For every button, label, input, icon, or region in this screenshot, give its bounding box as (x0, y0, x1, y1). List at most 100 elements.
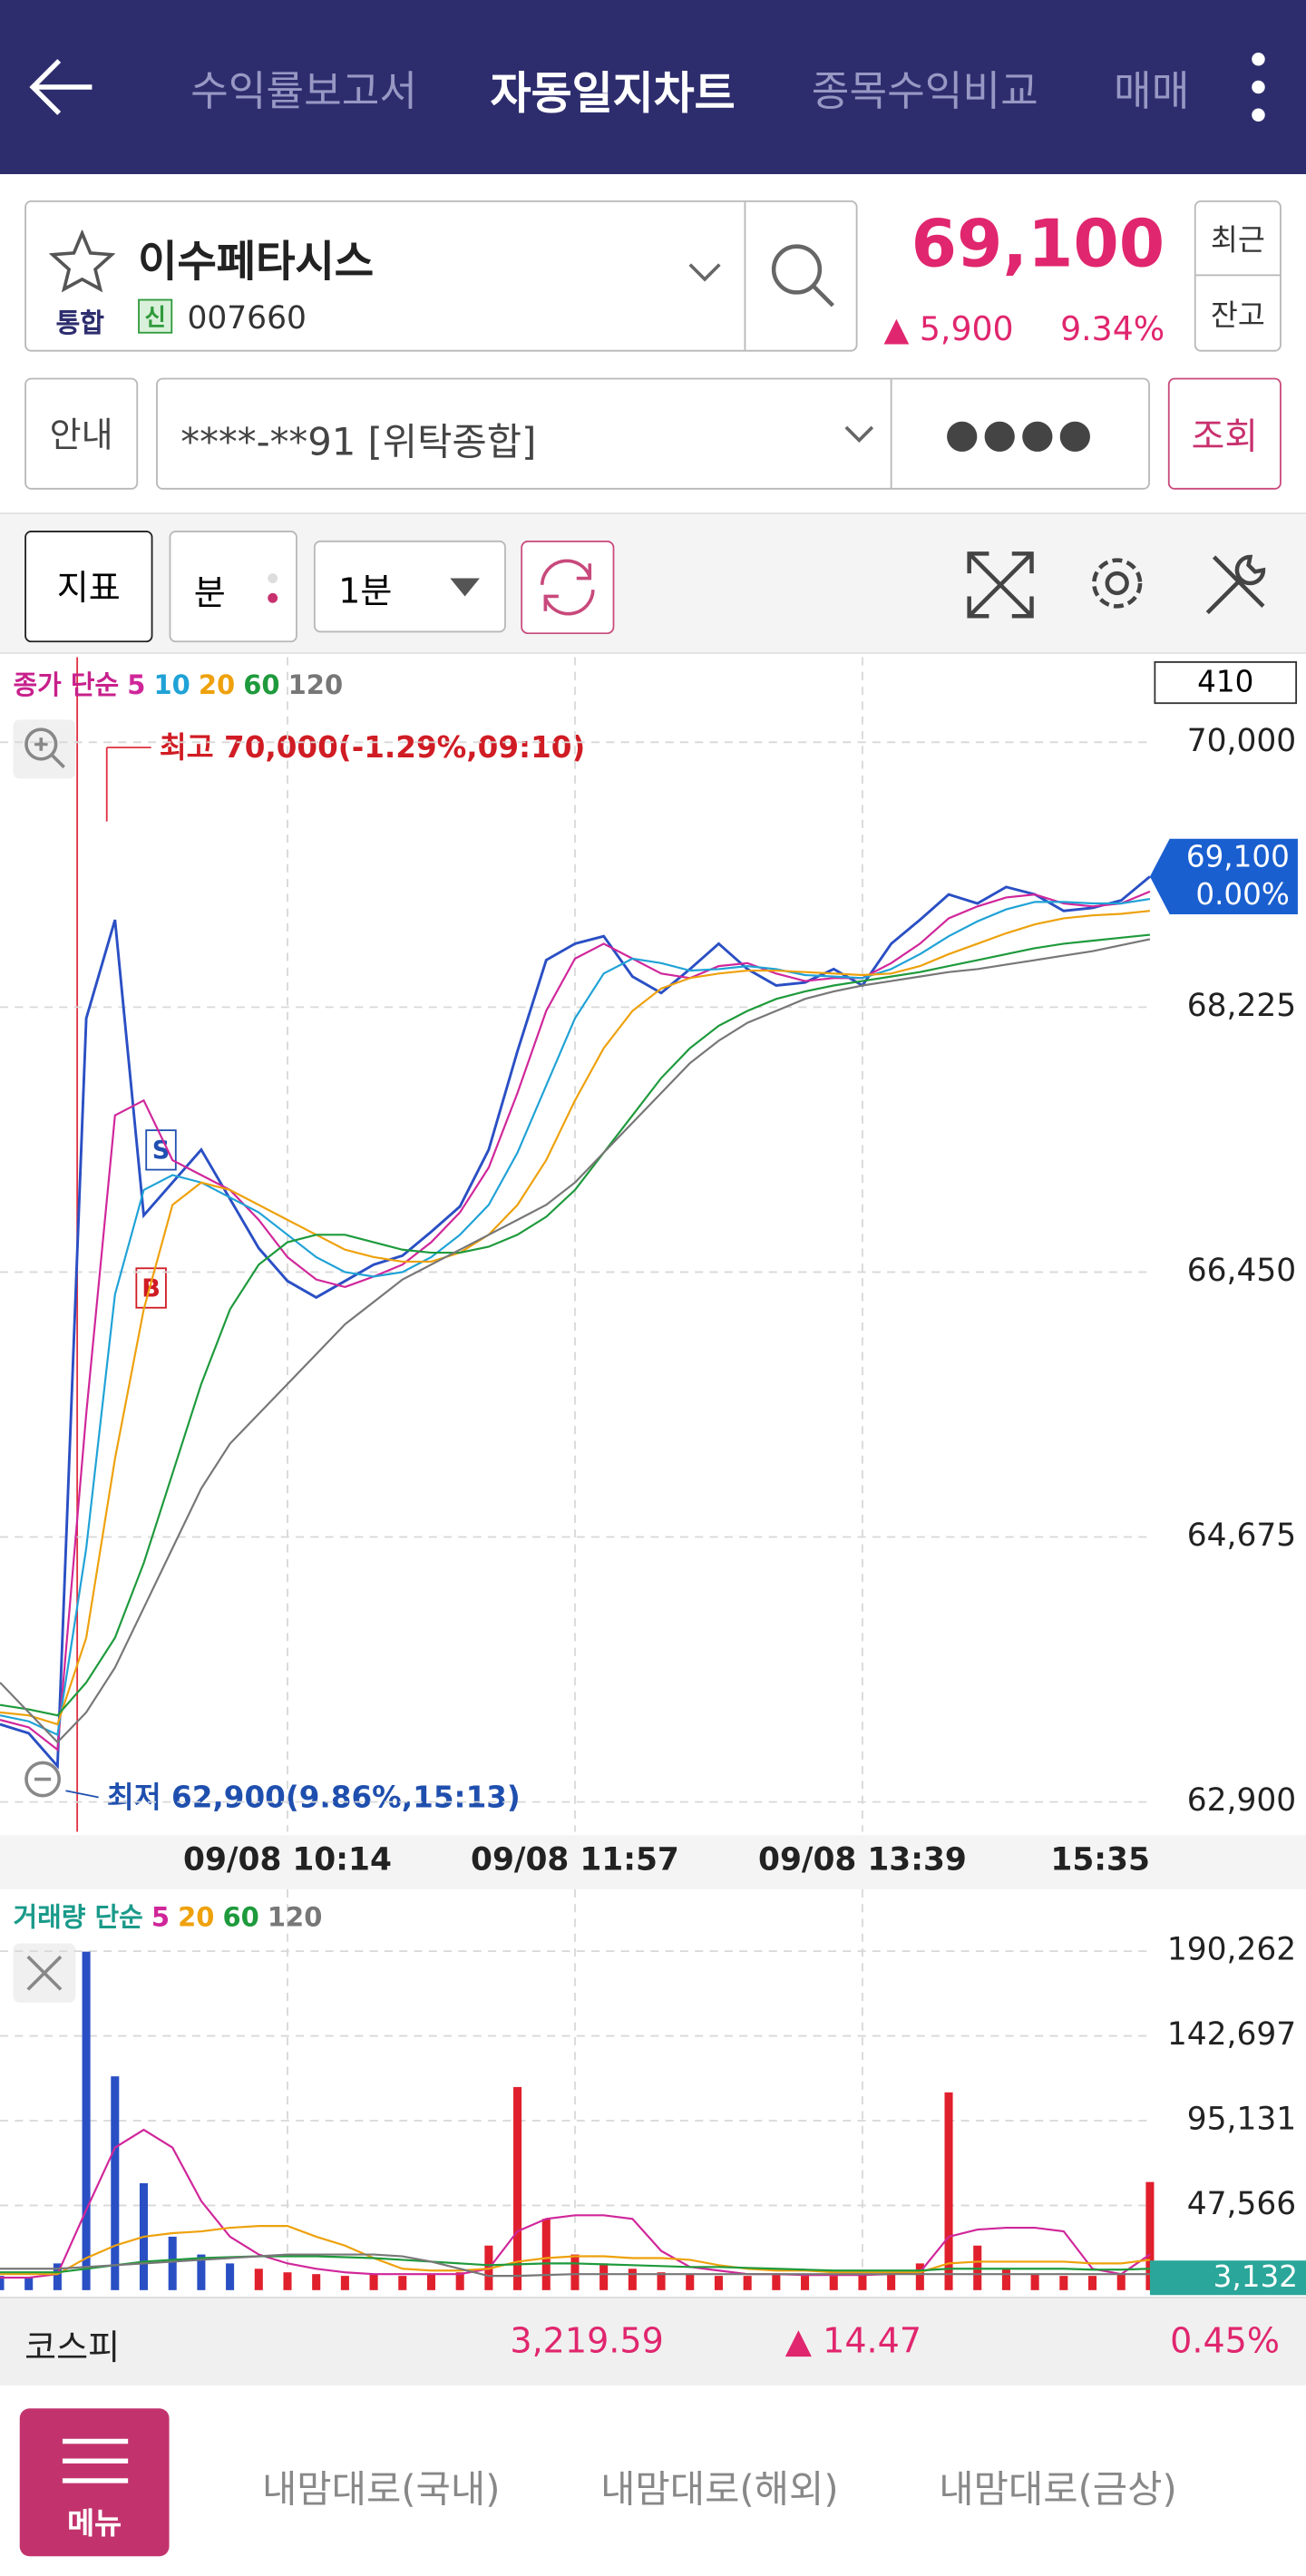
x-tick-label: 15:35 (1050, 1842, 1150, 1878)
price-line (0, 875, 1151, 1770)
header: 수익률보고서 자동일지차트 종목수익비교 매매 (0, 0, 1306, 174)
volume-bar (1030, 2274, 1039, 2290)
y-tick-label: 142,697 (1167, 2016, 1296, 2053)
volume-bar (772, 2274, 781, 2290)
buy-marker (135, 1267, 167, 1309)
period-type-button[interactable]: 분 (169, 531, 297, 643)
period: 1분 (338, 571, 393, 611)
credit-badge: 신 (138, 298, 173, 334)
ma-line (0, 897, 1151, 1737)
price-change-value: 5,900 (919, 308, 1014, 348)
high-annotation: 최고 70,000(-1.29%,09:10) (160, 730, 586, 765)
volume-bar (657, 2272, 666, 2290)
dropdown-icon[interactable] (843, 424, 875, 445)
account-number: ****-**91 [위탁종합] (180, 422, 537, 465)
menu-button[interactable]: 메뉴 (19, 2408, 170, 2557)
volume-bar (168, 2236, 177, 2290)
y-tick-label: 70,000 (1187, 723, 1296, 759)
back-button[interactable] (26, 54, 99, 120)
market-name: 코스피 (24, 2327, 121, 2367)
close-icon (26, 1955, 63, 1991)
volume-bar (312, 2274, 321, 2290)
x-tick-label: 09/08 10:14 (183, 1842, 392, 1878)
fullscreen-icon[interactable] (966, 551, 1035, 620)
recent-balance: 최근 잔고 (1194, 200, 1282, 352)
count-box (1154, 661, 1298, 705)
count-text: 410 (1197, 664, 1253, 698)
toolbar: 지표 분 1분 (0, 512, 1306, 654)
volume-bar (628, 2269, 637, 2290)
volume-bar (1001, 2269, 1010, 2290)
volume-bar (226, 2263, 235, 2290)
dropdown-icon[interactable] (687, 261, 723, 284)
x-tick-label: 09/08 13:39 (758, 1842, 967, 1878)
y-tick-label: 64,675 (1187, 1517, 1296, 1554)
legend: 거래량 단순 5 20 60 120 (13, 1902, 322, 1933)
ma-line (0, 933, 1151, 1717)
tab-active[interactable]: 자동일지차트 (490, 69, 736, 121)
zoom-in-icon (24, 727, 58, 761)
price-change: ▲ 5,900 (883, 308, 1014, 348)
refresh-button[interactable] (521, 540, 615, 635)
search-icon[interactable] (769, 241, 838, 310)
menu-icon (62, 2438, 129, 2483)
volume-bar (197, 2254, 206, 2290)
ma-line (0, 910, 1151, 1726)
recent-button[interactable]: 최근 (1195, 202, 1281, 277)
tab[interactable]: 종목수익비교 (811, 67, 1038, 115)
zoom-in-icon (34, 737, 65, 769)
volume-bar (887, 2272, 896, 2290)
balance-button[interactable]: 잔고 (1210, 298, 1265, 333)
volume-bar (0, 2276, 5, 2290)
legend-entry: 60 (223, 1902, 259, 1933)
chart-area: 최고 70,000(-1.29%,09:10) 최저 62,900(9.86%,… (0, 657, 1306, 2296)
tools-icon[interactable] (1201, 551, 1270, 620)
legend-entry: 5 (127, 669, 145, 700)
change-tag-text: 0.00% (1195, 877, 1290, 912)
volume-bar (743, 2276, 752, 2290)
dropdown-icon (450, 578, 480, 597)
low-pointer (65, 1790, 99, 1799)
ma-line (0, 2128, 1151, 2279)
stock-name: 이수페타시스 (138, 238, 375, 288)
legend-title: 거래량 단순 (13, 1902, 142, 1933)
query-button[interactable]: 조회 (1167, 377, 1282, 490)
more-button[interactable] (1245, 49, 1272, 124)
period-select[interactable]: 1분 (313, 540, 506, 633)
volume-bar (53, 2263, 62, 2290)
x-tick-label: 09/08 11:57 (471, 1842, 679, 1878)
account-box[interactable]: ****-**91 [위탁종합] ●●●● (156, 377, 1150, 490)
volume-bar (111, 2076, 120, 2290)
nav-item[interactable]: 내맘대로(금상) (939, 2469, 1177, 2513)
y-tick-label: 47,566 (1187, 2186, 1296, 2222)
stock-box[interactable]: 이수페타시스 통합 신 007660 (24, 200, 858, 352)
volume-bar (714, 2276, 723, 2290)
ma-line (0, 2225, 1151, 2276)
period-type: 분 (193, 573, 226, 613)
nav-item[interactable]: 내맘대로(국내) (261, 2469, 501, 2513)
volume-bar (686, 2274, 695, 2290)
volume-bar (570, 2254, 580, 2290)
price-change-pct: 9.34% (1060, 308, 1165, 348)
nav-item[interactable]: 내맘대로(해외) (600, 2469, 839, 2513)
volume-bar (1116, 2274, 1126, 2290)
y-tick-label: 190,262 (1167, 1932, 1296, 1968)
favorite-icon[interactable] (49, 229, 115, 293)
tab[interactable]: 매매 (1114, 67, 1190, 115)
ma-line (0, 938, 1151, 1744)
indicator-button[interactable]: 지표 (24, 531, 153, 643)
password[interactable]: ●●●● (944, 410, 1096, 457)
legend-entry: 120 (268, 1902, 322, 1933)
market-change-value: 14.47 (823, 2321, 922, 2361)
current-price: 69,100 (911, 207, 1165, 283)
market-label: 통합 (55, 307, 104, 339)
market-bar: 코스피 3,219.59 ▲ 14.47 0.45% (0, 2297, 1306, 2386)
volume-bar (283, 2272, 292, 2290)
volume-bar (513, 2086, 522, 2290)
price-tag (1149, 838, 1298, 915)
tab[interactable]: 수익률보고서 (190, 67, 418, 115)
settings-icon[interactable] (1084, 551, 1149, 616)
volume-bar (858, 2274, 867, 2290)
last-tag-text: 3,132 (1213, 2259, 1298, 2294)
info-button[interactable]: 안내 (24, 377, 139, 490)
